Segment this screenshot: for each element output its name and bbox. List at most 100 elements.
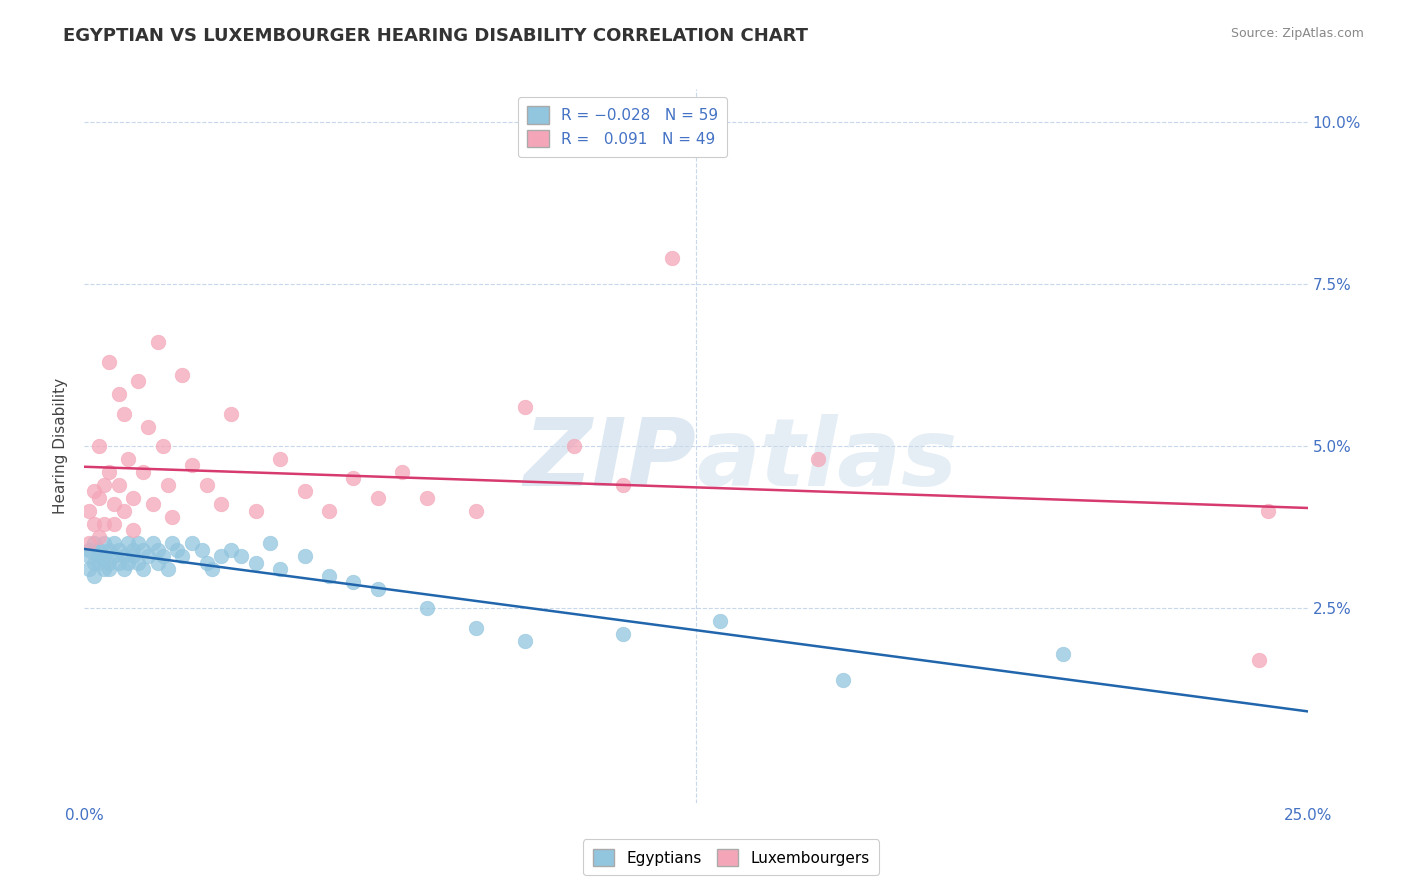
Point	[77, 549, 100, 564]
Point	[93, 516, 115, 531]
Point	[77, 562, 100, 576]
Point	[107, 542, 129, 557]
Point	[181, 536, 204, 550]
Point	[122, 491, 145, 505]
Point	[342, 471, 364, 485]
Point	[342, 575, 364, 590]
Point	[513, 633, 536, 648]
Point	[107, 478, 129, 492]
Point	[107, 556, 129, 570]
Point	[117, 536, 139, 550]
Point	[807, 452, 830, 467]
Point	[172, 549, 194, 564]
Point	[269, 452, 291, 467]
Point	[77, 536, 100, 550]
Point	[172, 368, 194, 382]
Point	[209, 497, 232, 511]
Point	[83, 556, 105, 570]
Point	[146, 542, 169, 557]
Point	[245, 556, 267, 570]
Point	[112, 562, 135, 576]
Point	[156, 478, 179, 492]
Point	[117, 452, 139, 467]
Point	[464, 621, 486, 635]
Point	[127, 536, 149, 550]
Point	[112, 407, 135, 421]
Point	[103, 516, 125, 531]
Point	[87, 439, 110, 453]
Point	[367, 491, 389, 505]
Point	[107, 387, 129, 401]
Point	[146, 335, 169, 350]
Y-axis label: Hearing Disability: Hearing Disability	[53, 378, 69, 514]
Point	[146, 556, 169, 570]
Point	[142, 497, 165, 511]
Point	[103, 497, 125, 511]
Point	[132, 465, 155, 479]
Point	[416, 491, 439, 505]
Point	[122, 524, 145, 538]
Point	[127, 556, 149, 570]
Point	[112, 504, 135, 518]
Point	[166, 542, 188, 557]
Point	[87, 549, 110, 564]
Text: ZIP: ZIP	[523, 414, 696, 507]
Point	[103, 536, 125, 550]
Point	[191, 542, 214, 557]
Legend: R = −0.028   N = 59, R =   0.091   N = 49: R = −0.028 N = 59, R = 0.091 N = 49	[517, 97, 727, 157]
Point	[97, 556, 120, 570]
Point	[661, 251, 683, 265]
Point	[219, 542, 242, 557]
Point	[831, 673, 853, 687]
Point	[97, 354, 120, 368]
Point	[259, 536, 281, 550]
Point	[245, 504, 267, 518]
Point	[1247, 653, 1270, 667]
Text: atlas: atlas	[696, 414, 957, 507]
Point	[87, 542, 110, 557]
Point	[162, 510, 184, 524]
Point	[93, 562, 115, 576]
Point	[136, 419, 159, 434]
Point	[83, 484, 105, 499]
Point	[83, 516, 105, 531]
Point	[103, 549, 125, 564]
Point	[152, 549, 174, 564]
Point	[87, 556, 110, 570]
Point	[132, 542, 155, 557]
Point	[97, 562, 120, 576]
Point	[83, 568, 105, 582]
Text: EGYPTIAN VS LUXEMBOURGER HEARING DISABILITY CORRELATION CHART: EGYPTIAN VS LUXEMBOURGER HEARING DISABIL…	[63, 27, 808, 45]
Point	[318, 504, 340, 518]
Point	[132, 562, 155, 576]
Point	[1257, 504, 1279, 518]
Point	[117, 556, 139, 570]
Point	[294, 549, 316, 564]
Point	[136, 549, 159, 564]
Point	[513, 400, 536, 414]
Point	[416, 601, 439, 615]
Point	[294, 484, 316, 499]
Point	[93, 536, 115, 550]
Point	[269, 562, 291, 576]
Point	[195, 478, 218, 492]
Point	[464, 504, 486, 518]
Point	[97, 542, 120, 557]
Point	[77, 542, 100, 557]
Point	[1052, 647, 1074, 661]
Point	[195, 556, 218, 570]
Point	[318, 568, 340, 582]
Point	[200, 562, 222, 576]
Point	[87, 530, 110, 544]
Text: Source: ZipAtlas.com: Source: ZipAtlas.com	[1230, 27, 1364, 40]
Point	[122, 549, 145, 564]
Point	[181, 458, 204, 473]
Point	[87, 491, 110, 505]
Point	[152, 439, 174, 453]
Point	[209, 549, 232, 564]
Point	[93, 478, 115, 492]
Point	[112, 549, 135, 564]
Point	[229, 549, 252, 564]
Point	[612, 478, 634, 492]
Point	[562, 439, 585, 453]
